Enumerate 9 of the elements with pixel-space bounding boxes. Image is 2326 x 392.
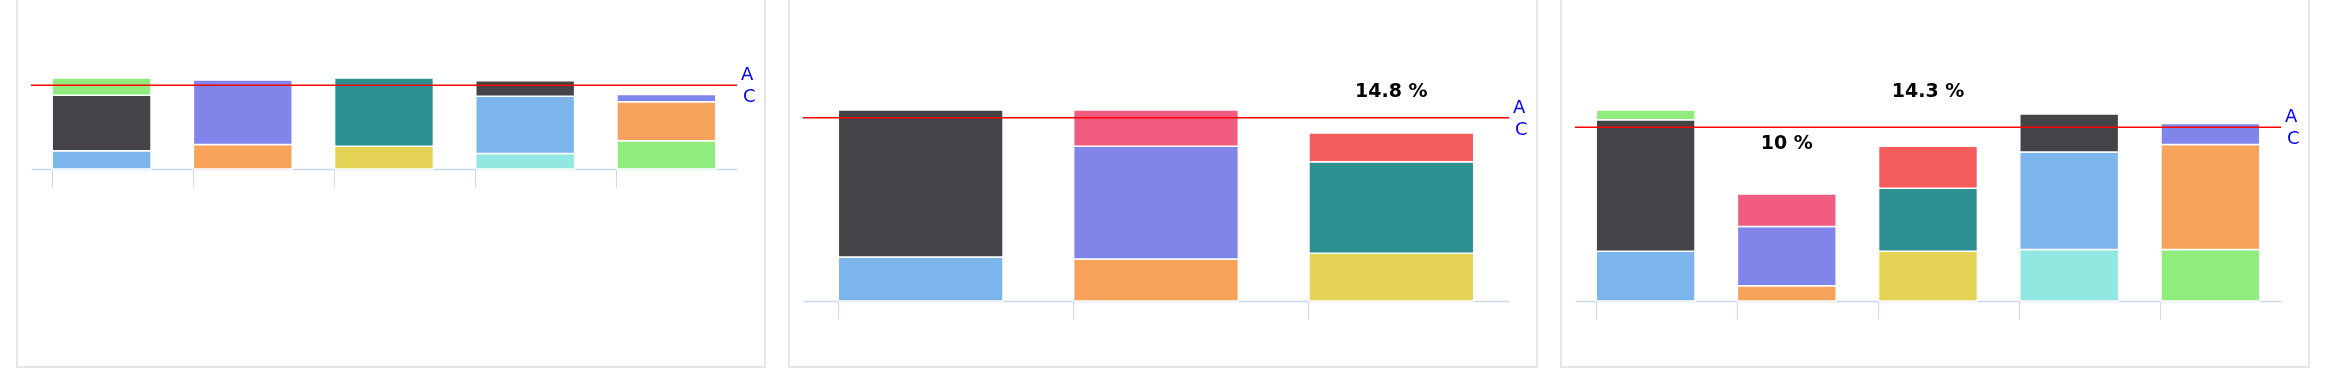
ref-line-label: A: [1513, 95, 1526, 117]
text: 14.8 %: [1355, 79, 1428, 101]
ref-line-label: A: [741, 63, 754, 85]
text: C: [2287, 127, 2300, 149]
text: C: [1515, 117, 1528, 139]
text: C: [743, 85, 756, 107]
ref-line-label: A: [2285, 105, 2298, 127]
annotation: 10 %: [1760, 131, 1813, 153]
text: 14.3 %: [1891, 79, 1965, 101]
